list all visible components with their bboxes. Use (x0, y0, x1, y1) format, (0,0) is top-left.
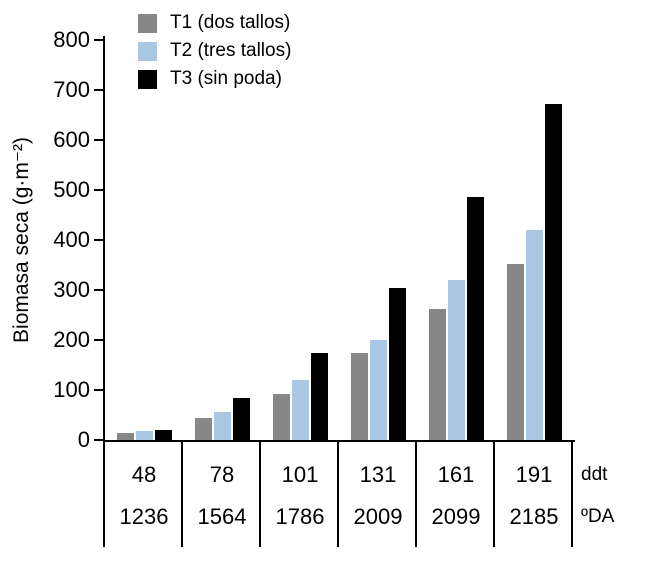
plot-area (105, 40, 573, 440)
x-tick-oda: 2009 (353, 504, 403, 529)
y-tick-mark (94, 289, 103, 291)
bar (272, 394, 290, 440)
y-tick-mark (94, 39, 103, 41)
x-unit-label-ddt: ddt (581, 464, 608, 485)
x-table-separator (259, 442, 261, 547)
x-tick-oda: 1564 (197, 504, 247, 529)
legend-label: T3 (sin poda) (170, 68, 282, 89)
y-tick-mark (94, 439, 103, 441)
y-tick-label: 700 (53, 77, 90, 102)
x-table-separator (493, 442, 495, 547)
x-tick-ddt: 48 (131, 462, 157, 487)
bar (447, 280, 465, 440)
x-row-ddt: 48 78 101 131 161 191 (105, 462, 573, 488)
x-row-oda: 1236 1564 1786 2009 2099 2185 (105, 504, 573, 530)
legend: T1 (dos tallos) T2 (tres tallos) T3 (sin p… (138, 12, 292, 89)
y-tick-mark (94, 89, 103, 91)
x-table-separator (103, 442, 105, 547)
x-tick-oda: 2185 (509, 504, 559, 529)
bar (466, 196, 484, 440)
x-axis-line (103, 440, 575, 442)
y-tick-label: 200 (53, 327, 90, 352)
y-tick-label: 800 (53, 27, 90, 52)
legend-label: T1 (dos tallos) (170, 12, 291, 33)
y-tick-mark (94, 239, 103, 241)
y-tick-label: 500 (53, 177, 90, 202)
bar (350, 352, 368, 440)
x-axis-table: 48 78 101 131 161 191 1236 1564 1786 2009 2099 2185 (103, 442, 573, 547)
x-tick-ddt: 101 (281, 462, 319, 487)
y-tick-mark (94, 189, 103, 191)
x-tick-ddt: 161 (437, 462, 475, 487)
bar (369, 340, 387, 440)
bar (194, 417, 212, 440)
bar (135, 431, 153, 440)
y-tick-mark (94, 389, 103, 391)
x-table-separator (181, 442, 183, 547)
x-tick-oda: 1786 (275, 504, 325, 529)
bar (506, 264, 524, 440)
x-table-separator (571, 442, 573, 547)
bar (525, 230, 543, 440)
y-tick-mark (94, 339, 103, 341)
legend-item: T1 (dos tallos) (138, 12, 291, 33)
legend-item: T3 (sin poda) (138, 68, 291, 89)
y-tick-label: 0 (77, 427, 90, 452)
bar (213, 411, 231, 440)
bar (428, 308, 446, 440)
legend-swatch (138, 69, 157, 89)
bar (388, 287, 406, 440)
x-tick-ddt: 131 (359, 462, 397, 487)
x-tick-oda: 2099 (431, 504, 481, 529)
bar (310, 352, 328, 440)
bar (291, 380, 309, 440)
y-tick-label: 100 (53, 377, 90, 402)
legend-item: T2 (tres tallos) (138, 40, 292, 61)
y-tick-label: 400 (53, 227, 90, 252)
y-axis-title: Biomasa seca (g·m⁻²) (10, 137, 33, 343)
bar (544, 104, 562, 440)
x-tick-oda: 1236 (119, 504, 169, 529)
y-tick-mark (94, 139, 103, 141)
x-tick-ddt: 191 (515, 462, 553, 487)
bar (116, 432, 134, 440)
bar (154, 430, 172, 440)
legend-label: T2 (tres tallos) (170, 40, 292, 61)
x-unit-label-oda: ºDA (581, 506, 615, 527)
x-tick-ddt: 78 (209, 462, 235, 487)
bar (232, 397, 250, 440)
y-tick-label: 300 (53, 277, 90, 302)
x-table-separator (337, 442, 339, 547)
legend-swatch (138, 41, 157, 61)
y-axis-line (103, 36, 105, 442)
legend-swatch (138, 13, 157, 33)
y-tick-label: 600 (53, 127, 90, 152)
x-table-separator (415, 442, 417, 547)
